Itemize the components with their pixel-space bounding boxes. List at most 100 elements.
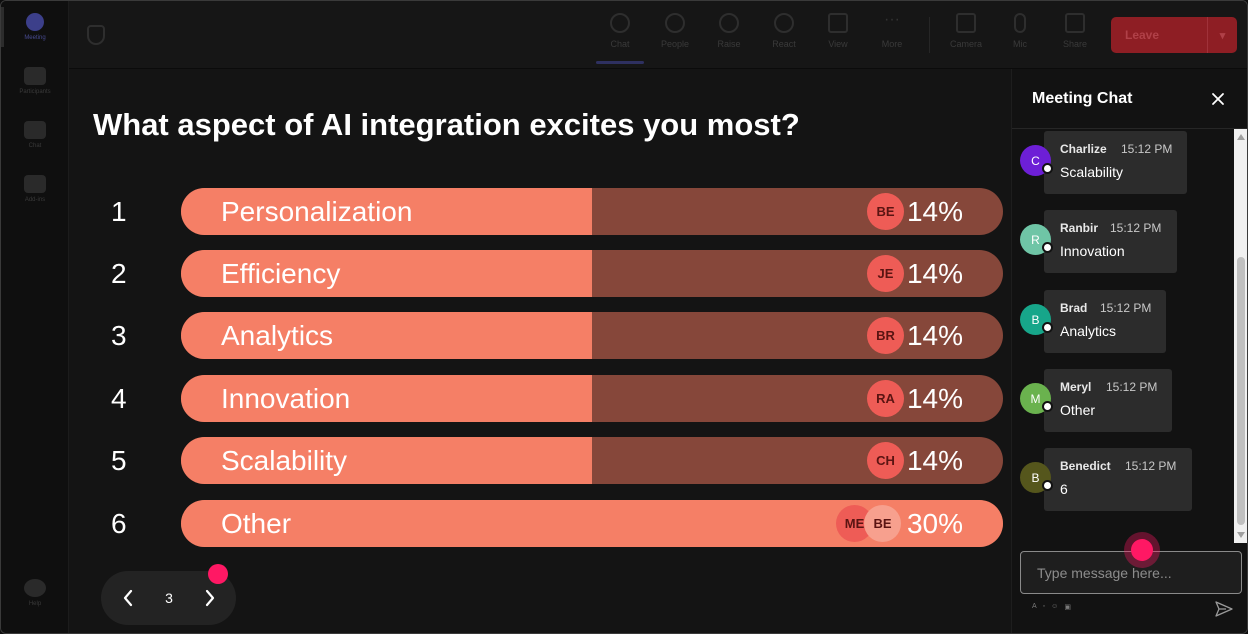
message-time: 15:12 PM <box>1100 301 1152 315</box>
avatar-initial: C <box>1031 153 1040 168</box>
people-icon <box>665 13 685 33</box>
chat-message: Brad 15:12 PM Analytics <box>1044 290 1166 353</box>
avatar: M <box>1020 383 1053 414</box>
help-icon <box>24 579 46 597</box>
message-text: Scalability <box>1060 164 1124 180</box>
poll-option-label: Innovation <box>221 383 351 414</box>
shield-icon <box>87 25 105 45</box>
poll-option-percent: 14% <box>906 196 963 227</box>
close-chat-button[interactable] <box>1208 89 1228 109</box>
avatar: R <box>1020 224 1053 255</box>
message-text: Analytics <box>1060 323 1117 339</box>
toolbar-mic-button[interactable]: Mic <box>997 13 1043 49</box>
scroll-down-icon[interactable] <box>1237 532 1245 538</box>
message-text: Other <box>1060 402 1096 418</box>
rail-item-label: Add-ins <box>24 197 46 203</box>
rail-item-label: Participants <box>19 89 51 95</box>
message-sender: Brad <box>1060 301 1088 315</box>
send-icon <box>1215 601 1233 617</box>
presence-status-icon <box>1042 401 1053 412</box>
raise-hand-icon <box>719 13 739 33</box>
rail-item-meeting[interactable]: Meeting <box>1 13 69 41</box>
presence-status-icon <box>1042 480 1053 491</box>
avatar-initial: R <box>1031 232 1040 247</box>
toolbar-camera-button[interactable]: Camera <box>943 13 989 49</box>
click-indicator <box>1131 539 1153 561</box>
poll-option-number: 1 <box>111 196 127 227</box>
voter-avatar: BR <box>867 317 904 354</box>
poll-option-fill <box>181 188 592 235</box>
participants-icon <box>24 67 46 85</box>
poll-option-row: 4 Innovation RA 14% <box>69 375 1011 422</box>
rail-item-chat[interactable]: Chat <box>1 121 69 149</box>
voter-avatar: ME <box>836 505 873 542</box>
message-time: 15:12 PM <box>1106 380 1158 394</box>
avatar: B <box>1020 304 1053 335</box>
rail-item-add-ins[interactable]: Add-ins <box>1 175 69 203</box>
toolbar-chat-button[interactable]: Chat <box>596 13 644 64</box>
rail-item-label: Help <box>28 601 42 607</box>
rail-item-help[interactable]: Help <box>1 579 69 607</box>
react-icon <box>774 13 794 33</box>
previous-page-button[interactable] <box>117 587 139 609</box>
presence-status-icon <box>1042 163 1053 174</box>
toolbar-button-label: Camera <box>949 39 982 49</box>
poll-option-row: 5 Scalability CH 14% <box>69 437 1011 484</box>
chat-icon <box>610 13 630 33</box>
toolbar-view-button[interactable]: View <box>815 13 861 49</box>
chat-message: Benedict 15:12 PM 6 <box>1044 448 1192 511</box>
chat-message-input[interactable] <box>1020 551 1242 594</box>
toolbar-button-label: Mic <box>1013 39 1027 49</box>
chevron-down-icon[interactable]: ▾ <box>1207 17 1237 53</box>
poll-option-fill <box>181 312 592 359</box>
toolbar-share-button[interactable]: Share <box>1052 13 1098 49</box>
avatar: B <box>1020 462 1053 493</box>
close-icon <box>1212 93 1224 105</box>
view-icon <box>828 13 848 33</box>
toolbar-people-button[interactable]: People <box>652 13 698 49</box>
toolbar-button-label: Chat <box>610 39 630 49</box>
leave-button-label: Leave <box>1125 28 1160 42</box>
presence-status-icon <box>1042 322 1053 333</box>
scroll-thumb[interactable] <box>1237 257 1245 525</box>
poll-option-percent: 14% <box>906 383 963 414</box>
toolbar-more-button[interactable]: ··· More <box>869 11 915 50</box>
chat-scrollbar[interactable] <box>1234 129 1247 543</box>
message-text: Innovation <box>1060 243 1125 259</box>
next-page-button[interactable] <box>199 587 221 609</box>
poll-option-label: Efficiency <box>221 258 341 289</box>
emoji-icon[interactable]: ☺ <box>1051 603 1059 610</box>
message-text: 6 <box>1060 481 1068 497</box>
leave-button[interactable]: Leave ▾ <box>1111 17 1237 53</box>
mic-icon <box>1014 13 1026 33</box>
avatar-initial: B <box>1031 312 1040 327</box>
poll-question: What aspect of AI integration excites yo… <box>93 107 800 142</box>
chat-title: Meeting Chat <box>1032 90 1133 107</box>
format-icon[interactable]: A <box>1032 603 1037 610</box>
avatar-initial: M <box>1030 391 1041 406</box>
toolbar-react-button[interactable]: React <box>761 13 807 49</box>
toolbar-button-label: View <box>828 39 848 49</box>
share-icon <box>1065 13 1085 33</box>
poll-option-percent: 14% <box>906 320 963 351</box>
rail-item-participants[interactable]: Participants <box>1 67 69 95</box>
poll-option-row: 2 Efficiency JE 14% <box>69 250 1011 297</box>
message-time: 15:12 PM <box>1125 459 1177 473</box>
poll-option-label: Personalization <box>221 196 413 227</box>
more-icon: ··· <box>884 11 900 28</box>
gif-icon[interactable]: ▣ <box>1064 604 1071 611</box>
scroll-up-icon[interactable] <box>1237 134 1245 140</box>
avatar: C <box>1020 145 1053 176</box>
chat-message: Ranbir 15:12 PM Innovation <box>1044 210 1177 273</box>
chat-icon <box>24 121 46 139</box>
avatar-initial: B <box>1031 470 1040 485</box>
send-button[interactable] <box>1214 599 1234 619</box>
voter-avatar: JE <box>867 255 904 292</box>
toolbar-raise-button[interactable]: Raise <box>706 13 752 49</box>
chevron-right-icon <box>205 589 215 607</box>
rail-item-label: Chat <box>28 143 42 149</box>
chat-message: Charlize 15:12 PM Scalability <box>1044 131 1187 194</box>
attach-icon[interactable]: ◦ <box>1042 603 1046 610</box>
toolbar-button-label: Raise <box>717 39 741 49</box>
poll-option-bar: Analytics BR 14% <box>181 312 1003 359</box>
